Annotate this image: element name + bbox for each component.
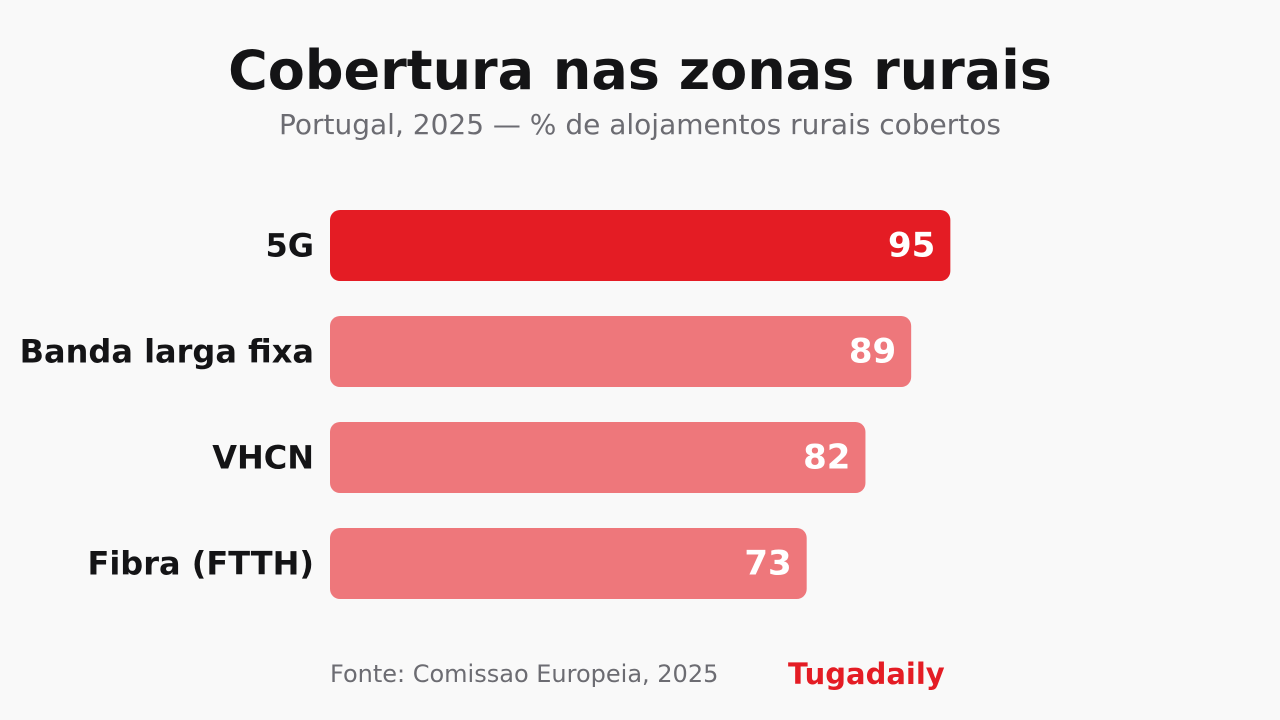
category-label: Fibra (FTTH) (87, 545, 314, 583)
source-note: Fonte: Comissao Europeia, 2025 (330, 660, 719, 688)
brand-logo: Tugadaily (788, 657, 945, 691)
value-label: 89 (849, 332, 896, 372)
chart-title: Cobertura nas zonas rurais (228, 39, 1052, 102)
value-label: 73 (744, 544, 791, 584)
bar-chart: 5G 95 Banda larga fixa 89 VHCN 82 Fibra (FTTH)… (20, 210, 951, 599)
value-label: 95 (888, 226, 935, 266)
chart-subtitle: Portugal, 2025 — % de alojamentos rurais… (278, 108, 1001, 141)
category-label: VHCN (212, 439, 314, 477)
bar-1 (330, 316, 912, 387)
bar-3 (330, 528, 807, 599)
category-label: Banda larga fixa (20, 333, 314, 371)
bar-0 (330, 210, 951, 281)
bar-2 (330, 422, 866, 493)
value-label: 82 (803, 438, 850, 478)
category-label: 5G (265, 227, 314, 265)
